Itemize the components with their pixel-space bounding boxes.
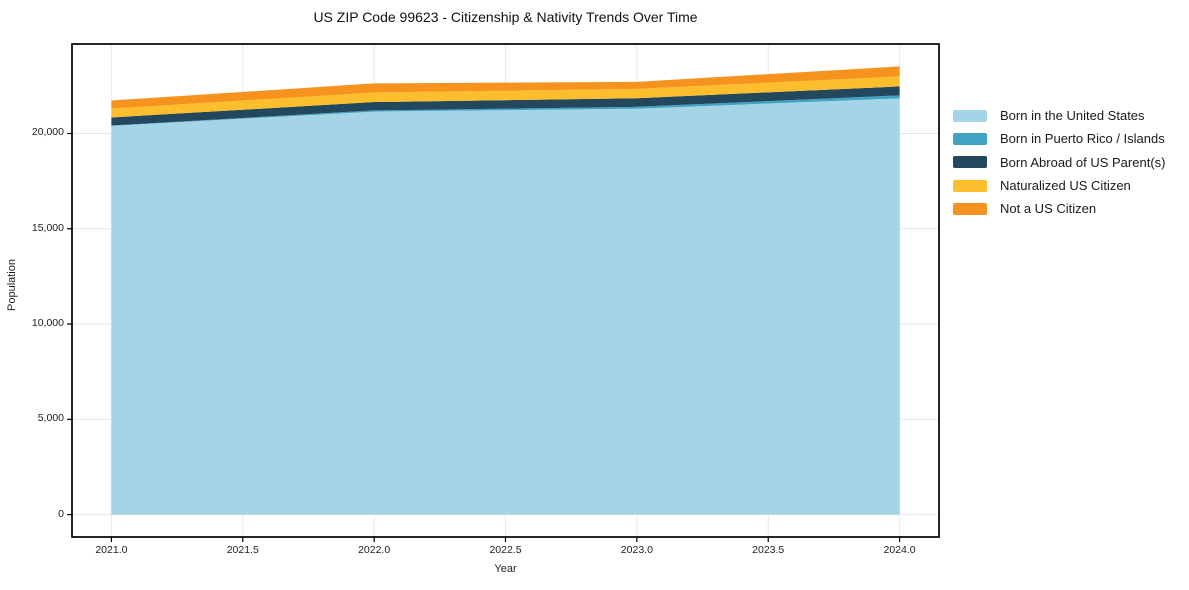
- legend-label: Born in the United States: [1000, 108, 1145, 124]
- legend-label: Naturalized US Citizen: [1000, 178, 1131, 194]
- area-naturalized-us-citizen: [111, 76, 900, 118]
- legend-swatch: [953, 202, 987, 215]
- legend-label: Born Abroad of US Parent(s): [1000, 154, 1166, 170]
- x-tick-label: 2023.5: [752, 544, 785, 556]
- legend-entry: Born Abroad of US Parent(s): [953, 151, 1165, 174]
- legend-entry: Born in Puerto Rico / Islands: [953, 127, 1165, 150]
- legend-swatch: [953, 156, 987, 169]
- legend-label: Born in Puerto Rico / Islands: [1000, 131, 1165, 147]
- legend-swatch: [953, 179, 987, 192]
- x-tick-label: 2024.0: [883, 544, 916, 556]
- chart-title: US ZIP Code 99623 - Citizenship & Nativi…: [313, 9, 698, 25]
- y-tick-label: 20,000: [31, 126, 64, 139]
- legend-entry: Born in the United States: [953, 104, 1165, 127]
- x-axis-label: Year: [494, 563, 517, 575]
- y-tick-label: 10,000: [31, 317, 64, 330]
- legend-entry: Not a US Citizen: [953, 197, 1165, 220]
- area-born-abroad-of-us-parent-s-: [111, 86, 900, 126]
- y-tick-label: 15,000: [31, 221, 64, 234]
- x-tick-label: 2022.5: [489, 544, 522, 556]
- x-tick-label: 2021.0: [95, 544, 128, 556]
- legend: Born in the United States Born in Puerto…: [953, 104, 1165, 220]
- y-tick-label: 0: [58, 507, 64, 520]
- legend-swatch: [953, 132, 987, 145]
- area-born-in-the-united-states: [111, 98, 900, 515]
- area-not-a-us-citizen: [111, 66, 900, 109]
- x-tick-label: 2021.5: [226, 544, 259, 556]
- legend-swatch: [953, 109, 987, 122]
- legend-label: Not a US Citizen: [1000, 201, 1097, 217]
- y-tick-label: 5,000: [37, 412, 64, 425]
- x-tick-label: 2023.0: [620, 544, 653, 556]
- legend-entry: Naturalized US Citizen: [953, 174, 1165, 197]
- x-tick-label: 2022.0: [358, 544, 391, 556]
